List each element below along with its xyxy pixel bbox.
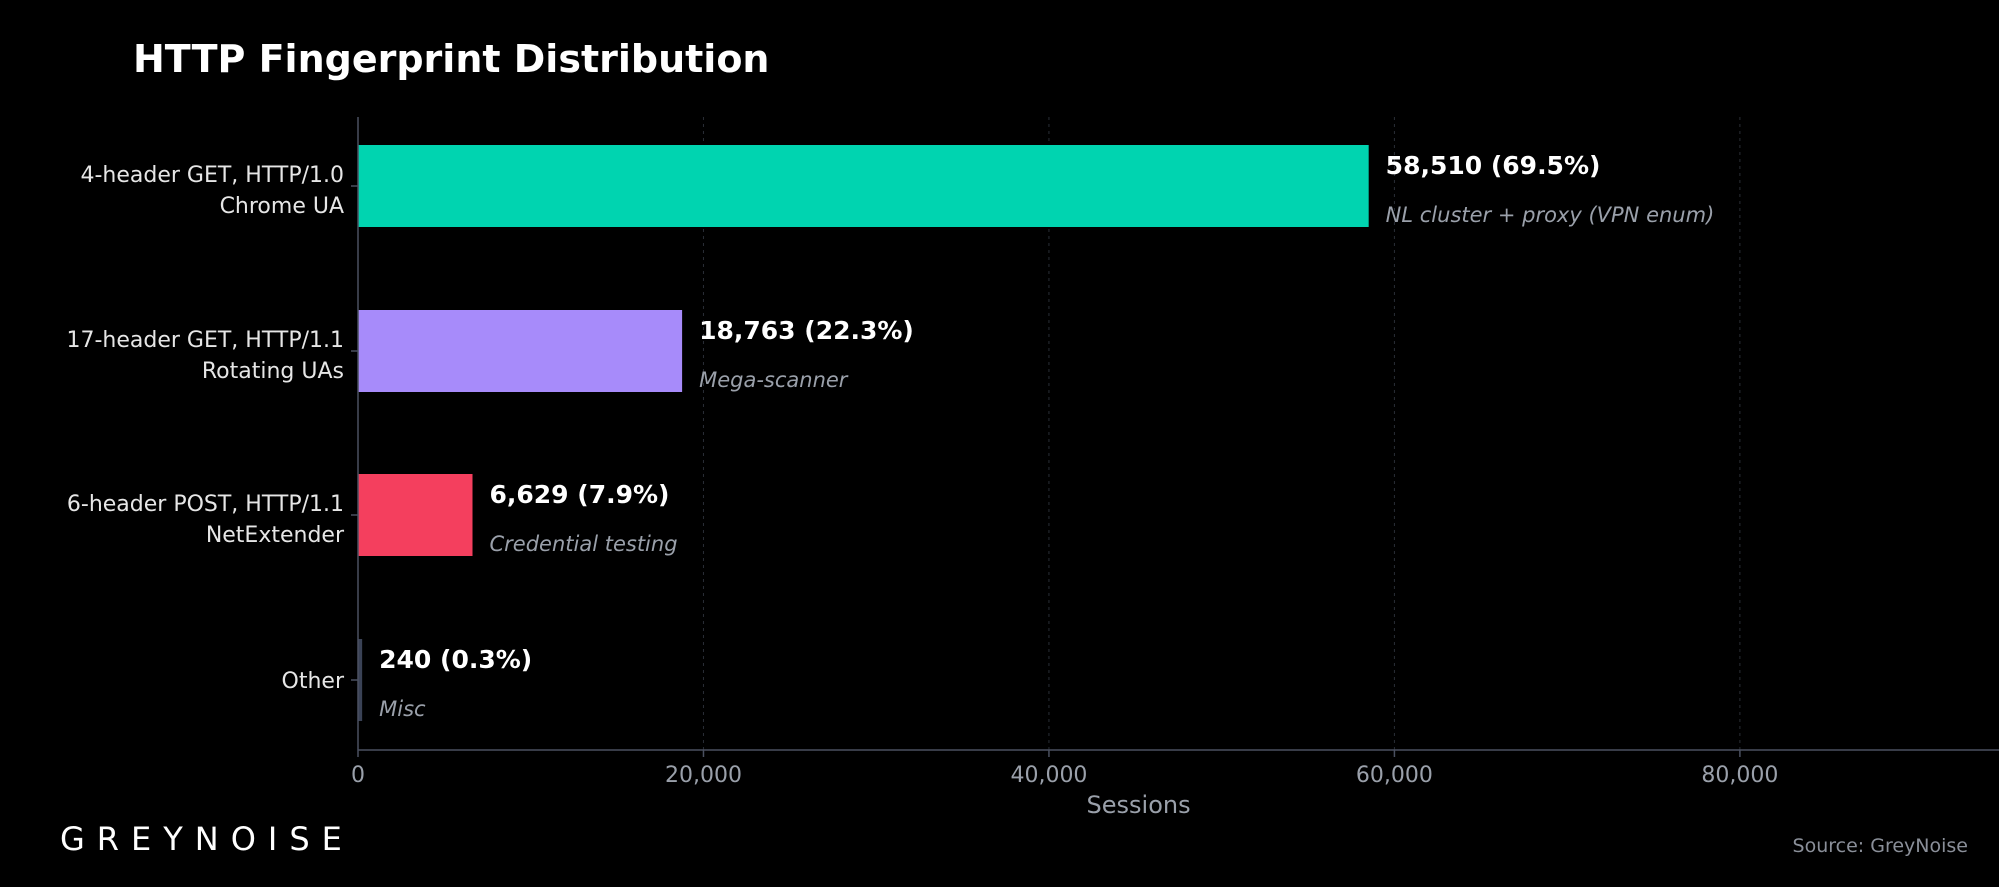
- x-tick-label: 60,000: [1356, 763, 1433, 788]
- value-label: 6,629 (7.9%): [490, 480, 670, 509]
- x-tick-label: 20,000: [665, 763, 742, 788]
- category-label: Rotating UAs: [202, 359, 344, 384]
- annotation-label: NL cluster + proxy (VPN enum): [1386, 203, 1715, 227]
- chart-title: HTTP Fingerprint Distribution: [133, 37, 769, 81]
- axes: [357, 117, 1999, 751]
- category-label: Other: [282, 669, 345, 694]
- bar: [358, 639, 363, 721]
- category-label: 17-header GET, HTTP/1.1: [66, 328, 344, 353]
- annotation-label: Misc: [379, 697, 426, 721]
- labels: 0 20,000 40,000 60,000 80,000 4-header GET, H…: [66, 151, 1778, 788]
- greynoise-logo: GREYNOISE: [60, 820, 354, 858]
- bar: [358, 474, 473, 556]
- category-label: 6-header POST, HTTP/1.1: [67, 492, 344, 517]
- value-label: 18,763 (22.3%): [699, 316, 914, 345]
- bar: [358, 310, 683, 392]
- annotation-label: Mega-scanner: [699, 368, 849, 392]
- annotation-label: Credential testing: [490, 532, 678, 556]
- x-tick-label: 0: [351, 763, 365, 788]
- value-label: 240 (0.3%): [379, 645, 532, 674]
- x-axis-title: Sessions: [1087, 791, 1191, 819]
- source-note: Source: GreyNoise: [1793, 835, 1968, 857]
- category-label: Chrome UA: [220, 194, 344, 219]
- category-label: 4-header GET, HTTP/1.0: [80, 163, 344, 188]
- bar: [358, 145, 1369, 227]
- category-label: NetExtender: [206, 523, 345, 548]
- value-label: 58,510 (69.5%): [1386, 151, 1601, 180]
- x-tick-label: 40,000: [1010, 763, 1087, 788]
- x-tick-label: 80,000: [1701, 763, 1778, 788]
- bars: [358, 145, 1369, 721]
